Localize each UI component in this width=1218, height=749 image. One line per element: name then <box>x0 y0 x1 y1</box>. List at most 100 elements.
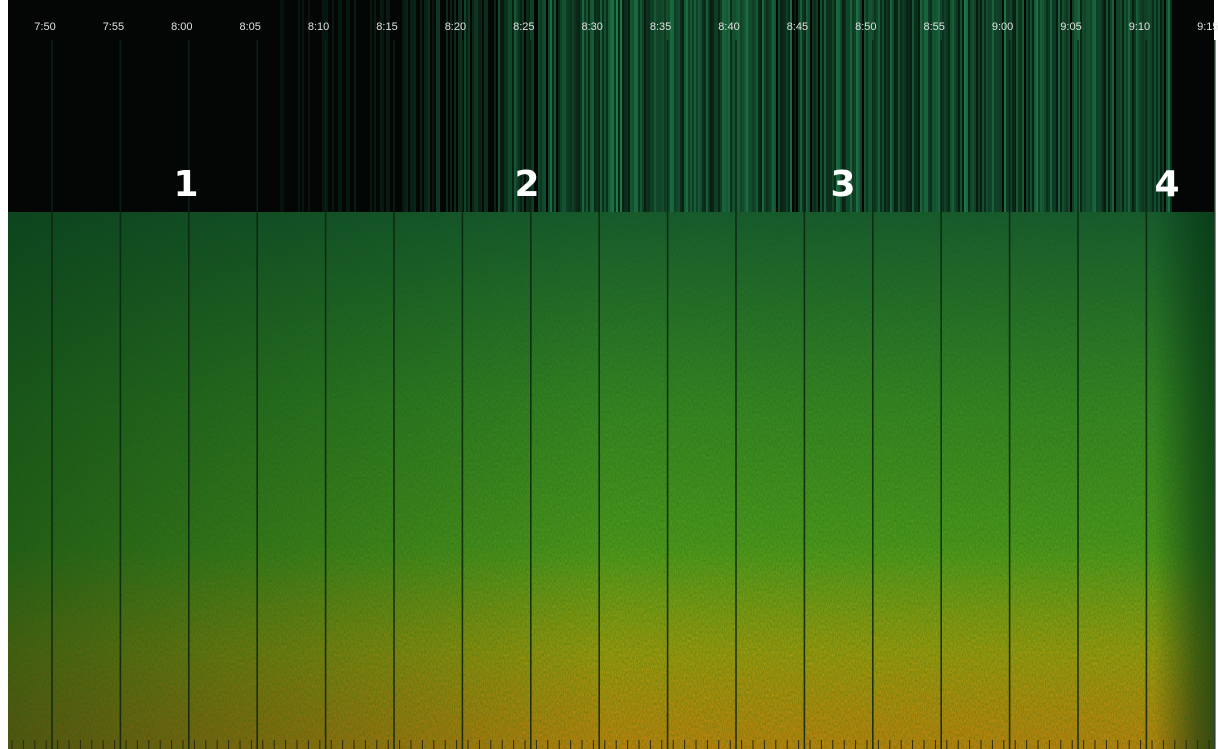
streak <box>764 0 766 212</box>
streak <box>884 0 886 212</box>
streak <box>468 0 470 212</box>
streak <box>676 0 678 212</box>
streak <box>1098 0 1100 212</box>
streak <box>974 0 976 212</box>
streak <box>572 0 574 212</box>
streak <box>750 0 752 212</box>
streak <box>774 0 776 212</box>
time-label: 8:35 <box>650 21 671 33</box>
streak <box>624 0 626 212</box>
streak <box>760 0 762 212</box>
streak <box>1048 0 1050 212</box>
streak <box>604 0 606 212</box>
streak <box>814 0 816 212</box>
streak <box>640 0 642 212</box>
streak <box>1030 0 1032 212</box>
streak <box>1126 0 1128 212</box>
time-label: 7:55 <box>103 21 124 33</box>
streak <box>412 0 414 212</box>
streak <box>982 0 984 212</box>
streak <box>432 0 434 212</box>
streak <box>1118 0 1120 212</box>
streak <box>708 0 710 212</box>
streak <box>968 0 970 212</box>
streak <box>964 0 966 212</box>
streak <box>984 0 986 212</box>
streak <box>894 0 896 212</box>
streak <box>682 0 684 212</box>
streak <box>784 0 786 212</box>
streak <box>770 0 772 212</box>
streak <box>578 0 580 212</box>
streak <box>634 0 636 212</box>
streak <box>1124 0 1126 212</box>
streak <box>914 0 916 212</box>
streak <box>1088 0 1090 212</box>
marker-label: 3 <box>830 164 855 205</box>
streak <box>822 0 824 212</box>
streak <box>1112 0 1114 212</box>
streak <box>298 0 300 212</box>
streak <box>568 0 570 212</box>
time-label: 8:15 <box>376 21 397 33</box>
streak <box>916 0 918 212</box>
streak <box>970 0 972 212</box>
streak <box>780 0 782 212</box>
streak <box>906 0 908 212</box>
streak <box>888 0 890 212</box>
time-label: 9:05 <box>1060 21 1081 33</box>
page: 7:507:558:008:058:108:158:208:258:308:35… <box>0 0 1218 749</box>
time-label: 8:20 <box>445 21 466 33</box>
streak <box>466 0 468 212</box>
streak <box>782 0 784 212</box>
streak <box>694 0 696 212</box>
streak <box>544 0 546 212</box>
streak <box>436 0 438 212</box>
streak <box>1106 0 1108 212</box>
streak <box>918 0 920 212</box>
streak <box>752 0 754 212</box>
streak <box>962 0 964 212</box>
time-label: 8:10 <box>308 21 329 33</box>
streak <box>576 0 578 212</box>
streak <box>1092 0 1094 212</box>
streak <box>560 0 562 212</box>
streak <box>1044 0 1046 212</box>
streak <box>816 0 818 212</box>
streak <box>1116 0 1118 212</box>
time-label: 8:40 <box>718 21 739 33</box>
streak <box>566 0 568 212</box>
streak <box>712 0 714 212</box>
streak <box>696 0 698 212</box>
streak <box>608 0 610 212</box>
streak <box>886 0 888 212</box>
streak <box>896 0 898 212</box>
streak <box>500 0 502 212</box>
streak <box>954 0 956 212</box>
streak <box>1056 0 1058 212</box>
streak <box>338 0 340 212</box>
streak <box>920 0 922 212</box>
streak <box>626 0 628 212</box>
streak <box>370 0 372 212</box>
streak <box>404 0 406 212</box>
streak <box>644 0 646 212</box>
streak <box>410 0 412 212</box>
time-label: 9:10 <box>1129 21 1150 33</box>
streak <box>630 0 632 212</box>
streak <box>618 0 620 212</box>
streak <box>706 0 708 212</box>
streak <box>808 0 810 212</box>
streak <box>402 0 404 212</box>
streak <box>672 0 674 212</box>
time-label: 9:00 <box>992 21 1013 33</box>
streak <box>616 0 618 212</box>
streak <box>756 0 758 212</box>
streak <box>638 0 640 212</box>
streak <box>540 0 542 212</box>
streak <box>882 0 884 212</box>
streak <box>880 0 882 212</box>
streak <box>438 0 440 212</box>
streak <box>1054 0 1056 212</box>
streak <box>1084 0 1086 212</box>
